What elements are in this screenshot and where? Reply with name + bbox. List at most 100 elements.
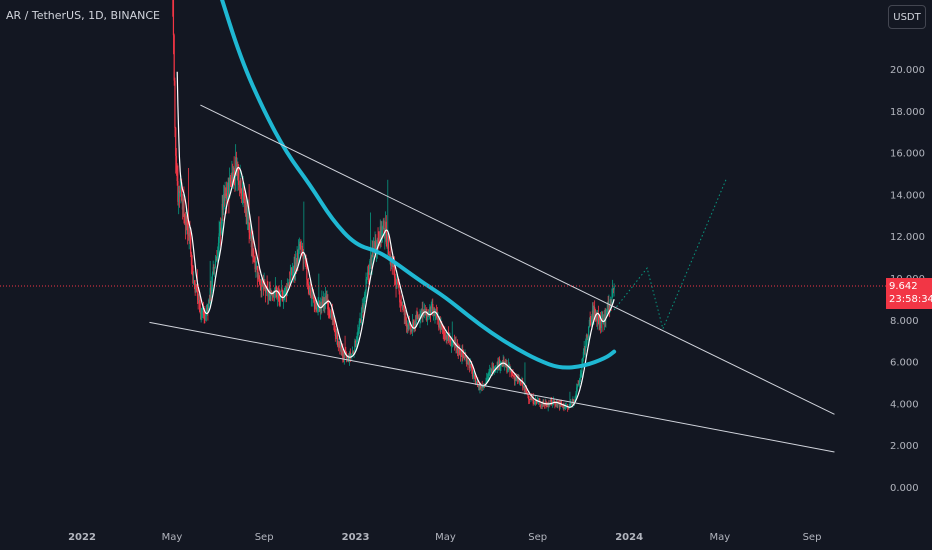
candle	[474, 375, 477, 385]
candle	[366, 276, 368, 284]
x-tick-label: Sep	[528, 532, 547, 543]
candle	[312, 289, 314, 307]
candle	[214, 266, 216, 278]
candle	[341, 348, 343, 357]
candle	[349, 348, 351, 363]
candle	[404, 310, 406, 325]
candle	[351, 346, 354, 355]
candle	[586, 333, 588, 341]
bar-countdown: 23:58:34	[889, 294, 932, 305]
candle	[184, 211, 187, 240]
candle	[536, 400, 538, 404]
y-tick-label: 18.000	[890, 107, 925, 118]
x-tick-label: Sep	[803, 532, 822, 543]
candle	[530, 396, 532, 403]
x-tick-label: 2023	[342, 532, 370, 543]
candle	[461, 345, 463, 365]
candle	[583, 341, 585, 358]
candle	[284, 286, 286, 303]
candle	[262, 274, 264, 296]
last-price-badge: 9.642 23:58:34	[886, 278, 932, 309]
candle	[405, 310, 407, 326]
y-tick-label: 6.000	[890, 358, 919, 369]
candle	[463, 355, 465, 360]
candle	[188, 226, 190, 250]
candle	[591, 314, 593, 327]
candle	[427, 309, 429, 317]
x-tick-label: May	[709, 532, 730, 543]
candle	[298, 237, 300, 254]
candle	[327, 294, 329, 316]
candle	[539, 398, 541, 408]
candle	[399, 299, 402, 312]
candle	[612, 279, 614, 298]
candle	[193, 279, 196, 290]
candle	[405, 317, 408, 333]
candle	[280, 280, 282, 292]
candle	[260, 278, 262, 298]
candle	[387, 233, 390, 255]
candle	[241, 182, 243, 205]
candle	[457, 343, 459, 359]
candle	[272, 291, 274, 298]
candle	[190, 227, 192, 258]
candle	[277, 285, 279, 302]
candle	[325, 290, 327, 304]
candle	[358, 318, 360, 334]
candle	[498, 357, 500, 371]
candle	[585, 338, 587, 357]
candle	[332, 313, 334, 326]
candle	[196, 269, 199, 305]
candle	[559, 399, 561, 410]
candle	[204, 305, 206, 324]
candle	[250, 226, 252, 257]
candle	[281, 287, 283, 302]
candle	[348, 350, 351, 366]
candle	[265, 284, 267, 303]
candle	[369, 212, 372, 269]
candle	[414, 320, 416, 332]
candle	[342, 352, 345, 363]
candle	[417, 311, 419, 321]
candle	[354, 339, 357, 348]
candle	[330, 306, 333, 320]
candle	[324, 286, 327, 310]
candle	[430, 301, 432, 316]
candle	[199, 297, 202, 320]
candle	[314, 299, 316, 313]
candle	[232, 163, 234, 184]
candle	[604, 307, 606, 327]
candle	[245, 194, 247, 225]
candle	[202, 301, 205, 319]
candle	[209, 260, 211, 308]
candle	[175, 148, 178, 176]
candle	[290, 267, 292, 276]
candle	[322, 291, 324, 312]
currency-button[interactable]: USDT	[888, 5, 926, 29]
candle	[303, 201, 305, 270]
candle	[537, 396, 539, 404]
candle	[459, 344, 461, 356]
candle	[459, 349, 462, 362]
candle	[172, 0, 175, 55]
candle	[401, 301, 403, 313]
candle	[222, 195, 224, 221]
candle	[258, 216, 260, 282]
candle	[584, 345, 586, 355]
candle	[211, 271, 214, 292]
candle	[523, 386, 525, 393]
candle	[287, 282, 289, 288]
candle	[267, 281, 269, 305]
candle	[471, 365, 474, 380]
candle	[588, 317, 591, 328]
candle	[528, 399, 531, 404]
candle	[514, 376, 516, 386]
candle	[529, 394, 531, 401]
candle	[359, 312, 361, 326]
x-tick-label: 2024	[615, 532, 643, 543]
candle	[365, 272, 367, 299]
candle	[411, 326, 413, 334]
candle	[225, 187, 227, 199]
